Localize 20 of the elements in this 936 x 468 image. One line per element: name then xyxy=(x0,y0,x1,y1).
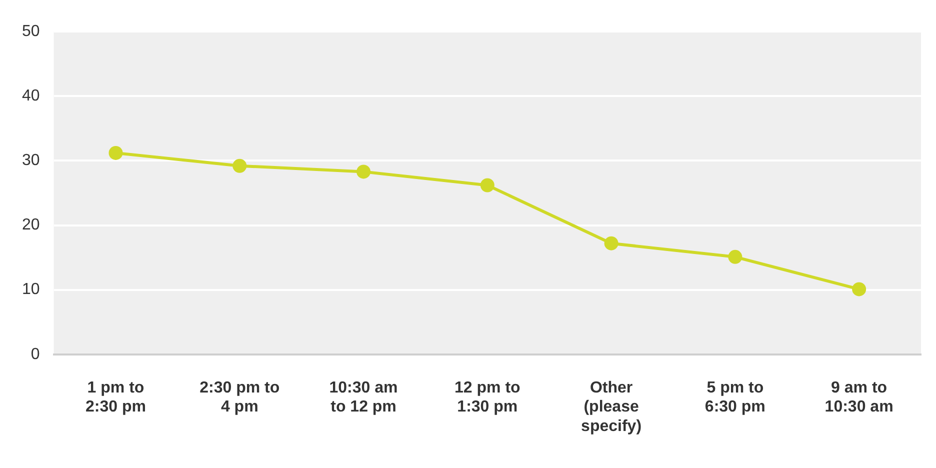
y-tick-label: 0 xyxy=(30,346,40,363)
x-tick-label: 2:30 pm to 4 pm xyxy=(200,379,280,416)
point xyxy=(108,146,123,160)
point xyxy=(604,236,618,250)
y-tick-label: 30 xyxy=(22,152,40,170)
x-tick-label: 5 pm to 6:30 pm xyxy=(704,379,766,416)
point xyxy=(728,250,742,264)
x-tick-label: 12 pm to 1:30 pm xyxy=(454,379,521,416)
y-tick-label: 10 xyxy=(22,281,40,298)
x-tick-label: 10:30 am to 12 pm xyxy=(329,379,398,416)
y-tick-label: 20 xyxy=(22,216,40,234)
point xyxy=(852,282,866,296)
x-tick-label: 9 am to 10:30 am xyxy=(824,379,894,416)
x-tick-label: 1 pm to 2:30 pm xyxy=(86,379,146,416)
y-tick-label: 40 xyxy=(22,88,40,105)
y-tick-label: 50 xyxy=(22,23,40,40)
point xyxy=(232,158,247,173)
point xyxy=(356,164,371,179)
x-tick-label: Other (please specify) xyxy=(581,379,642,435)
point xyxy=(480,178,494,192)
